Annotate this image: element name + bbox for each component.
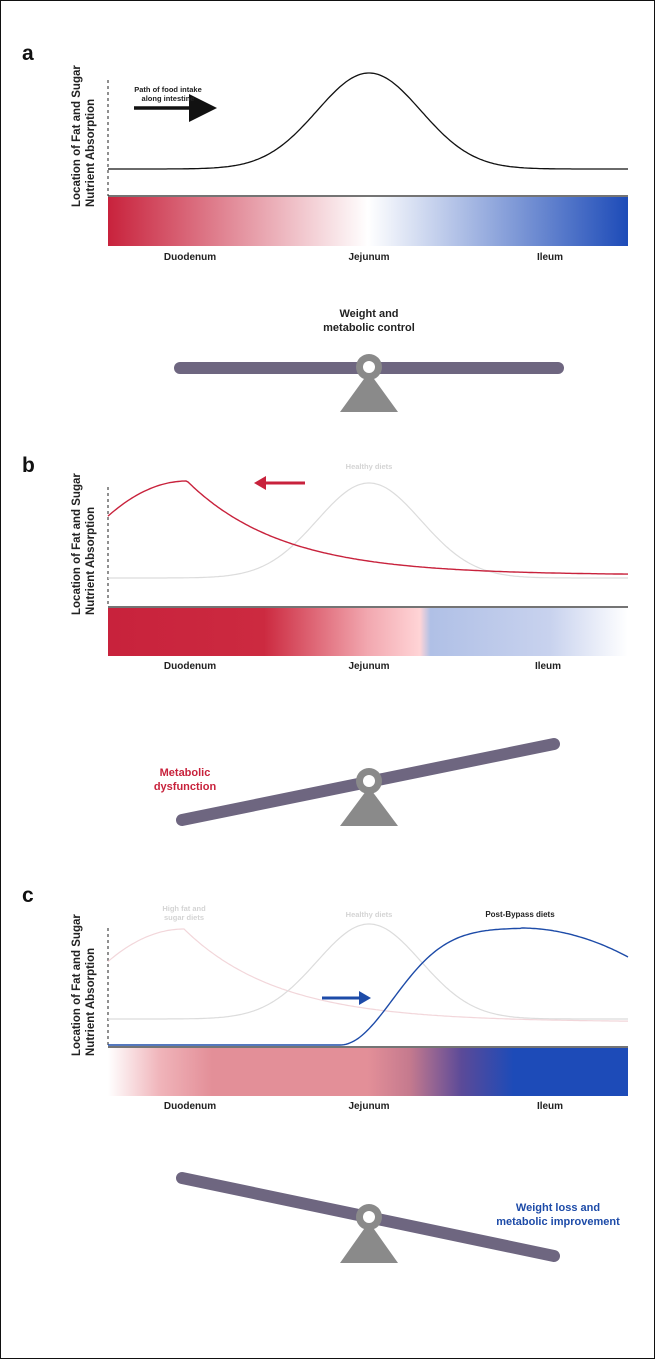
intestine-gradient-bar	[108, 608, 628, 656]
y-axis-label-line2: Nutrient Absorption	[85, 99, 97, 207]
pivot-triangle	[340, 1222, 398, 1263]
y-axis-label-line2: Nutrient Absorption	[85, 948, 97, 1056]
balance-scale-tilted-left	[176, 738, 560, 826]
panel-label: c	[22, 884, 34, 907]
pivot-hole	[363, 1211, 375, 1223]
absorption-curve	[108, 72, 628, 170]
balance-scale-tilted-right	[176, 1172, 560, 1263]
healthy-diet-ghost-curve	[108, 923, 628, 1020]
y-axis-label: Location of Fat and Sugar	[71, 914, 83, 1056]
high-fat-diet-curve	[107, 480, 628, 575]
shift-left-arrow	[254, 476, 305, 490]
post-bypass-curve	[108, 927, 629, 1046]
balance-caption-line2: metabolic control	[323, 322, 415, 334]
segment-ileum: Ileum	[537, 252, 563, 263]
segment-jejunum: Jejunum	[348, 252, 389, 263]
segment-duodenum: Duodenum	[164, 1101, 216, 1112]
ghost-label-high-fat-line2: sugar diets	[164, 913, 204, 922]
post-bypass-label: Post-Bypass diets	[485, 910, 555, 919]
panel-c: c Location of Fat and Sugar Nutrient Abs…	[22, 884, 629, 1263]
segment-jejunum: Jejunum	[348, 661, 389, 672]
panel-a: a Location of Fat and Sugar Nutrient Abs…	[22, 42, 628, 412]
segment-ileum: Ileum	[535, 661, 561, 672]
pivot-hole	[363, 361, 375, 373]
arrow-text: Path of food intake	[134, 85, 202, 94]
balance-caption: Metabolic	[160, 767, 211, 779]
y-axis-label-line2: Nutrient Absorption	[85, 507, 97, 615]
ghost-curve-label: Healthy diets	[346, 462, 393, 471]
segment-duodenum: Duodenum	[164, 661, 216, 672]
shift-right-arrow	[322, 991, 371, 1005]
panel-label: b	[22, 454, 35, 477]
segment-duodenum: Duodenum	[164, 252, 216, 263]
pivot-triangle	[340, 372, 398, 412]
y-axis-label: Location of Fat and Sugar	[71, 65, 83, 207]
balance-caption-line2: metabolic improvement	[496, 1216, 620, 1228]
arrow-text-line2: along intestine	[142, 94, 195, 103]
segment-jejunum: Jejunum	[348, 1101, 389, 1112]
balance-scale-level	[174, 354, 564, 412]
balance-caption: Weight and	[339, 308, 398, 320]
panel-b: b Location of Fat and Sugar Nutrient Abs…	[22, 454, 628, 826]
balance-caption-line2: dysfunction	[154, 781, 217, 793]
y-axis-label: Location of Fat and Sugar	[71, 473, 83, 615]
segment-ileum: Ileum	[537, 1101, 563, 1112]
panel-label: a	[22, 42, 34, 65]
ghost-label-healthy: Healthy diets	[346, 910, 393, 919]
high-fat-diet-ghost-curve	[107, 928, 628, 1022]
pivot-triangle	[340, 787, 398, 826]
pivot-hole	[363, 775, 375, 787]
ghost-label-high-fat: High fat and	[162, 904, 206, 913]
intestine-gradient-bar	[108, 1048, 628, 1096]
intestine-gradient-bar	[108, 197, 628, 246]
balance-caption: Weight loss and	[516, 1202, 600, 1214]
healthy-diet-curve	[108, 482, 628, 579]
